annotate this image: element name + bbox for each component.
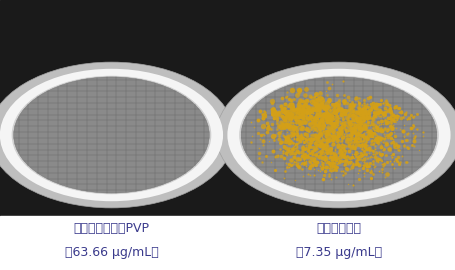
Bar [0,216,455,270]
Text: （7.35 μg/mL）: （7.35 μg/mL） [296,246,382,259]
Circle shape [216,62,455,208]
Text: ジェランガム＋PVP: ジェランガム＋PVP [73,222,150,235]
Circle shape [0,69,223,201]
Circle shape [241,77,437,193]
Circle shape [228,69,450,201]
Circle shape [239,76,439,194]
Circle shape [0,62,234,208]
Circle shape [12,76,211,194]
Text: （63.66 μg/mL）: （63.66 μg/mL） [65,246,158,259]
Circle shape [14,77,209,193]
Bar [0,0,455,216]
Text: コントロール: コントロール [317,222,361,235]
